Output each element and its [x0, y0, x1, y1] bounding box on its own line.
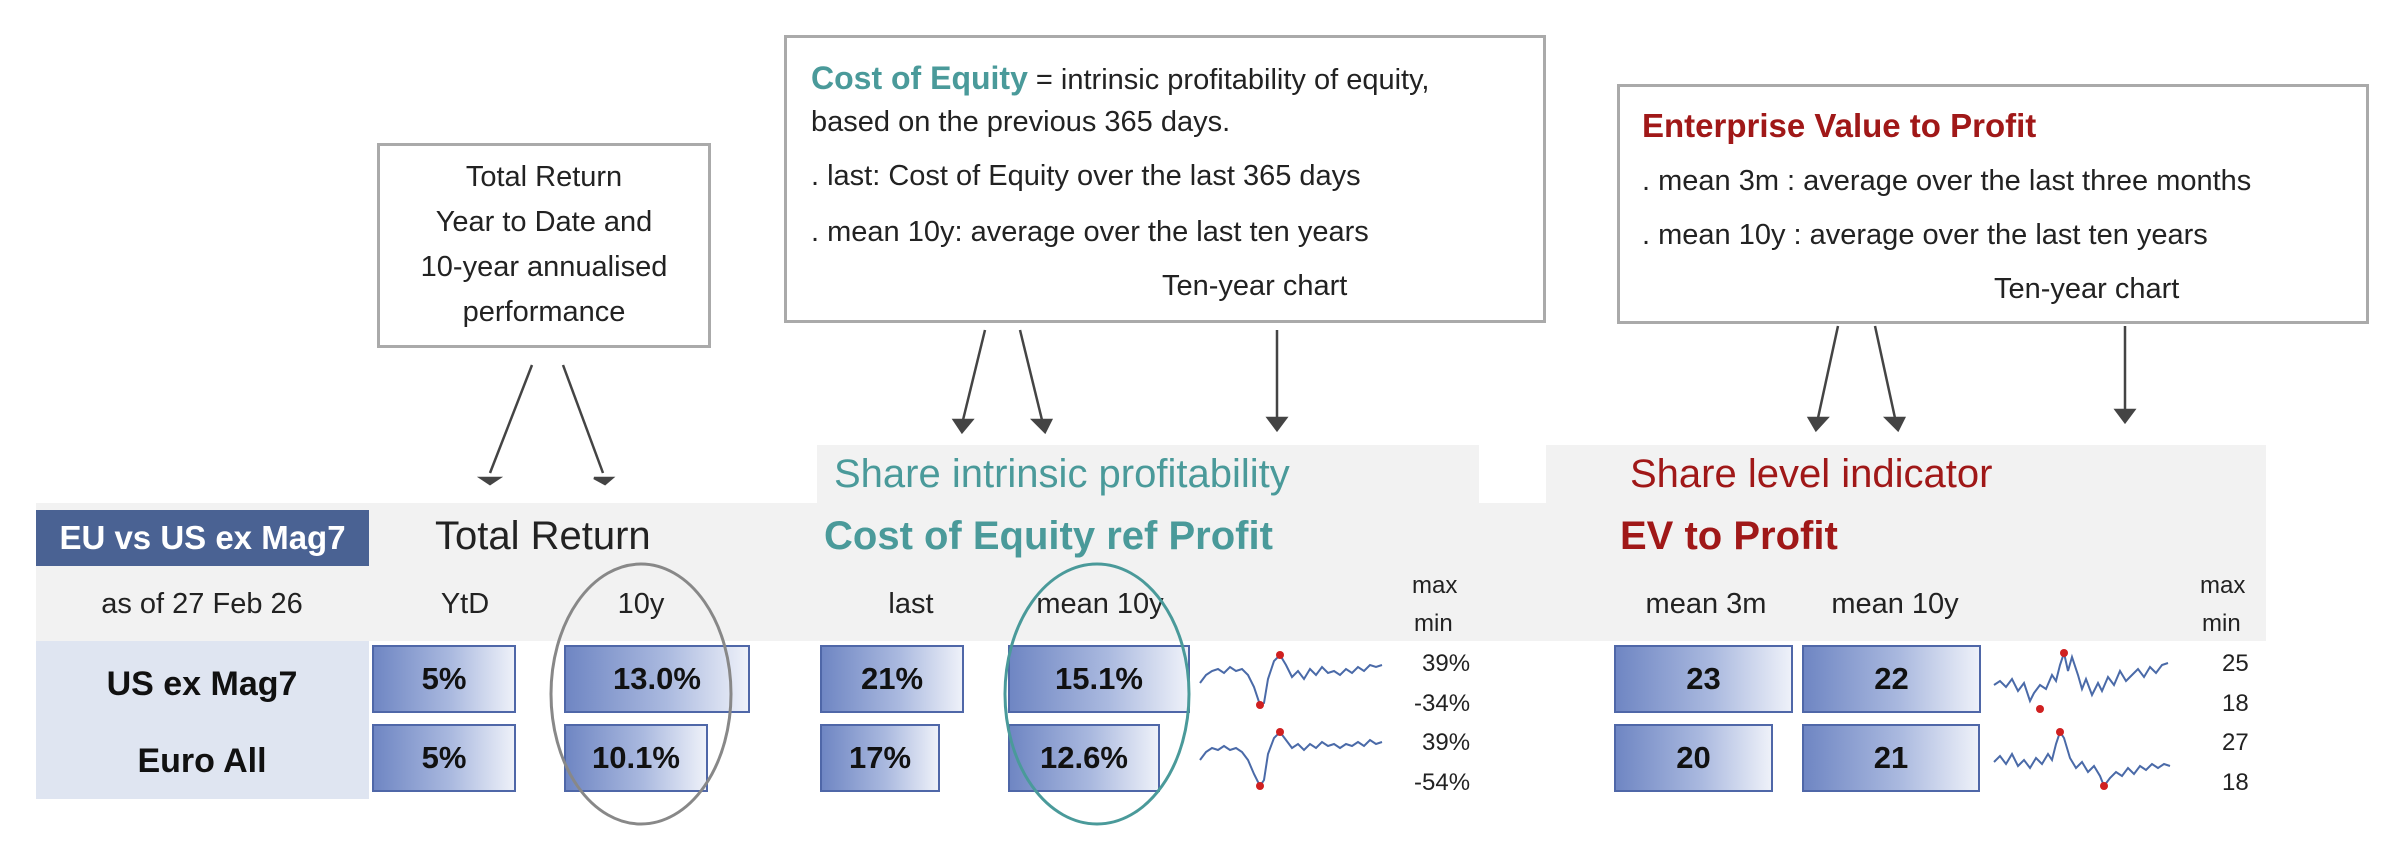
ev-subtitle: Share level indicator — [1630, 452, 1993, 496]
col-header-10y: 10y — [617, 588, 665, 620]
col-header-ytd: YtD — [440, 588, 490, 620]
ev-max-value: 25 — [2222, 650, 2249, 677]
arrow — [1873, 325, 1897, 419]
ev-min-label: min — [2202, 610, 2241, 637]
arrow-head — [1882, 416, 1907, 433]
tr10y-bar: 10.1% — [564, 724, 708, 792]
col-header-coe-mean10y: mean 10y — [1036, 588, 1164, 620]
coe-callout-line5: Ten-year chart — [1162, 270, 1348, 302]
ev-profit-callout: Enterprise Value to Profit . mean 3m : a… — [1617, 84, 2369, 324]
arrow-head — [1806, 416, 1830, 433]
coe-min-value: -54% — [1414, 769, 1471, 796]
coe-callout-line4: . mean 10y: average over the last ten ye… — [811, 216, 1369, 248]
ev-mean10y-value: 21 — [1873, 740, 1909, 775]
coe-callout-line2: based on the previous 365 days. — [811, 106, 1231, 138]
coe-last-bar: 17% — [820, 724, 940, 792]
coe-max-label: max — [1412, 572, 1458, 599]
coe-min-label: min — [1414, 610, 1453, 637]
coe-mean10y-value: 12.6% — [1040, 740, 1128, 775]
col-header-ev-mean10y: mean 10y — [1831, 588, 1959, 620]
tr10y-bar: 13.0% — [564, 645, 750, 713]
coe-title: Cost of Equity ref Profit — [824, 514, 1273, 558]
row-label-bg — [36, 641, 369, 799]
col-header-mean3m: mean 3m — [1645, 588, 1767, 620]
arrow — [488, 364, 534, 474]
total-return-title: Total Return — [435, 514, 651, 558]
ev-min-value: 18 — [2222, 769, 2249, 796]
coe-mean10y-bar: 12.6% — [1008, 724, 1160, 792]
ev-mean3m-value: 20 — [1676, 740, 1711, 775]
ev-callout-line3: . mean 10y : average over the last ten y… — [1642, 219, 2208, 251]
subtitle-band-ev — [1546, 445, 2266, 503]
tr10y-value: 10.1% — [592, 740, 680, 775]
coe-min-value: -34% — [1414, 690, 1471, 717]
arrow — [1018, 329, 1044, 421]
row-label-us: US ex Mag7 — [106, 665, 298, 703]
coe-last-value: 21% — [860, 661, 924, 696]
callout-line: Total Return — [465, 161, 623, 193]
ev-sparkline — [1993, 728, 2171, 790]
arrow — [561, 364, 605, 474]
coe-callout-line3: . last: Cost of Equity over the last 365… — [811, 160, 1361, 192]
arrow-head — [1029, 418, 1054, 435]
arrow-head — [2113, 408, 2137, 425]
ev-mean10y-bar: 21 — [1802, 724, 1980, 792]
ytd-bar: 5% — [372, 724, 516, 792]
arrow — [1816, 325, 1840, 419]
ev-mean3m-bar: 20 — [1614, 724, 1773, 792]
coe-max-value: 39% — [1422, 650, 1471, 677]
ev-mean10y-value: 22 — [1874, 661, 1909, 696]
coe-last-value: 17% — [848, 740, 912, 775]
ytd-bar: 5% — [372, 645, 516, 713]
callout-line: Year to Date and — [435, 206, 653, 238]
coe-callout-line1: Cost of Equity = intrinsic profitability… — [811, 62, 1430, 95]
coe-subtitle: Share intrinsic profitability — [834, 452, 1290, 496]
tr10y-value: 13.0% — [613, 661, 701, 696]
ytd-value: 5% — [421, 661, 467, 696]
arrow-head — [951, 418, 975, 435]
ev-mean3m-bar: 23 — [1614, 645, 1793, 713]
coe-sparkline — [1199, 728, 1383, 790]
ev-callout-line4: Ten-year chart — [1994, 273, 2180, 305]
coe-sparkline — [1199, 651, 1383, 709]
arrow-head — [476, 476, 504, 486]
as-of-date: as of 27 Feb 26 — [101, 588, 303, 620]
coe-last-bar: 21% — [820, 645, 964, 713]
coe-callout-title: Cost of Equity — [811, 60, 1028, 96]
arrow-head — [593, 476, 616, 486]
row-label-euro: Euro All — [137, 742, 267, 780]
arrow-head — [1265, 416, 1289, 433]
ev-min-value: 18 — [2222, 690, 2249, 717]
coe-max-value: 39% — [1422, 729, 1471, 756]
comparison-badge: EU vs US ex Mag7 — [36, 510, 369, 566]
ev-title: EV to Profit — [1620, 514, 1838, 558]
coe-mean10y-bar: 15.1% — [1008, 645, 1190, 713]
callout-line: performance — [462, 296, 626, 328]
arrow — [961, 329, 987, 421]
ev-max-label: max — [2200, 572, 2246, 599]
total-return-callout: Total Return Year to Date and 10-year an… — [377, 143, 711, 348]
ev-mean3m-value: 23 — [1686, 661, 1721, 696]
ev-callout-title: Enterprise Value to Profit — [1642, 107, 2037, 144]
coe-mean10y-value: 15.1% — [1055, 661, 1143, 696]
subtitle-band-coe — [817, 445, 1479, 503]
badge-label: EU vs US ex Mag7 — [59, 519, 346, 556]
ev-max-value: 27 — [2222, 729, 2249, 756]
ytd-value: 5% — [421, 740, 467, 775]
cost-of-equity-callout: Cost of Equity = intrinsic profitability… — [784, 35, 1546, 323]
ev-callout-line2: . mean 3m : average over the last three … — [1642, 165, 2252, 197]
callout-line: 10-year annualised — [420, 251, 668, 283]
col-header-last: last — [888, 588, 934, 620]
coe-callout-title-rest: = intrinsic profitability of equity, — [1027, 64, 1430, 96]
ev-mean10y-bar: 22 — [1802, 645, 1981, 713]
ev-sparkline — [1993, 649, 2169, 713]
